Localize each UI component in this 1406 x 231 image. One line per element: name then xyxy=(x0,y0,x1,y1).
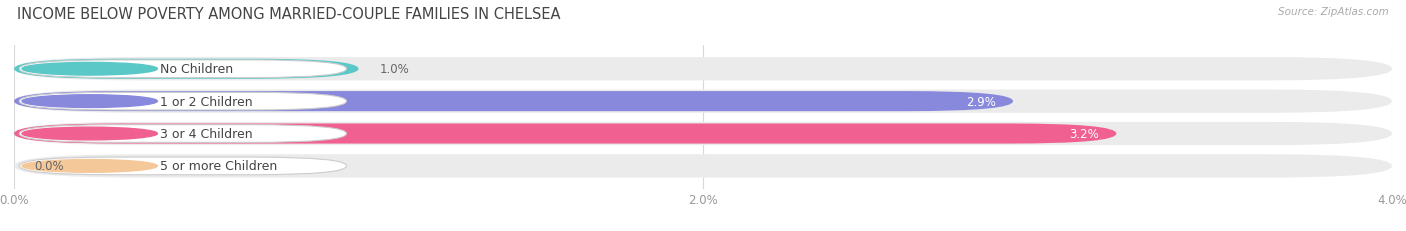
FancyBboxPatch shape xyxy=(14,122,1392,146)
FancyBboxPatch shape xyxy=(20,125,346,143)
Text: 1.0%: 1.0% xyxy=(380,63,409,76)
FancyBboxPatch shape xyxy=(14,90,1392,113)
Text: 0.0%: 0.0% xyxy=(35,160,65,173)
Text: 5 or more Children: 5 or more Children xyxy=(160,160,277,173)
Text: INCOME BELOW POVERTY AMONG MARRIED-COUPLE FAMILIES IN CHELSEA: INCOME BELOW POVERTY AMONG MARRIED-COUPL… xyxy=(17,7,561,22)
Circle shape xyxy=(22,63,157,76)
Text: 1 or 2 Children: 1 or 2 Children xyxy=(160,95,253,108)
FancyBboxPatch shape xyxy=(20,93,346,110)
FancyBboxPatch shape xyxy=(20,61,346,78)
Circle shape xyxy=(22,160,157,173)
Text: 3.2%: 3.2% xyxy=(1070,128,1099,140)
FancyBboxPatch shape xyxy=(14,124,1116,144)
FancyBboxPatch shape xyxy=(14,92,1012,112)
Text: 3 or 4 Children: 3 or 4 Children xyxy=(160,128,253,140)
FancyBboxPatch shape xyxy=(14,59,359,79)
Circle shape xyxy=(22,95,157,108)
FancyBboxPatch shape xyxy=(20,157,346,175)
Text: No Children: No Children xyxy=(160,63,233,76)
FancyBboxPatch shape xyxy=(14,155,1392,178)
Circle shape xyxy=(22,128,157,140)
FancyBboxPatch shape xyxy=(14,58,1392,81)
Text: Source: ZipAtlas.com: Source: ZipAtlas.com xyxy=(1278,7,1389,17)
Text: 2.9%: 2.9% xyxy=(966,95,995,108)
